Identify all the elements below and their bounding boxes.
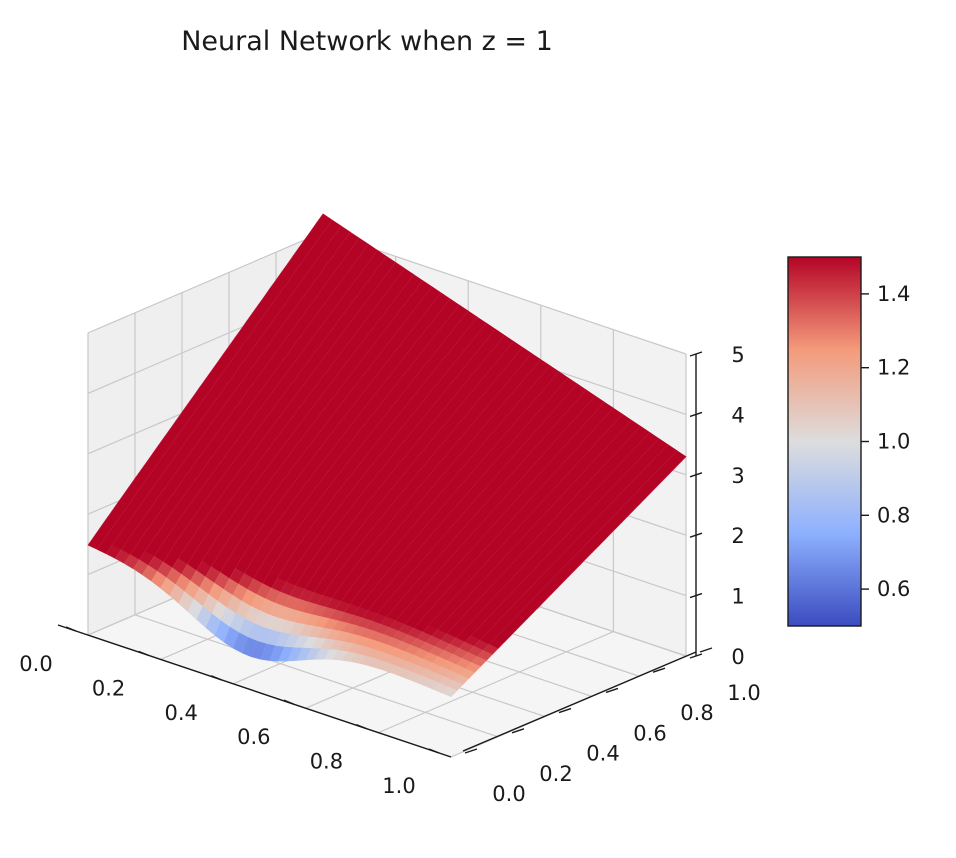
grid-line <box>378 631 614 734</box>
z-tick <box>689 411 703 418</box>
x-tick-label: 0.2 <box>92 676 125 700</box>
surface-wire <box>432 444 668 690</box>
z-tick-label: 4 <box>731 403 744 427</box>
colorbar-tick-label: 1.0 <box>877 430 910 454</box>
surface-wire <box>260 329 496 660</box>
x-tick <box>283 699 295 705</box>
x-tick <box>356 723 367 730</box>
z-tick-label: 2 <box>731 524 744 548</box>
surface-wire <box>323 371 560 660</box>
surface-wire <box>124 238 360 564</box>
surface-wire <box>96 219 333 550</box>
surface-wire <box>414 432 650 682</box>
y-tick <box>652 667 666 673</box>
y-tick-label: 0.0 <box>492 782 525 806</box>
colorbar-tick-label: 0.6 <box>877 577 910 601</box>
colorbar-tick-label: 1.2 <box>877 356 910 380</box>
grid-line <box>322 231 687 355</box>
surface-wire <box>142 250 378 575</box>
z-tick <box>689 592 703 599</box>
x-tick <box>65 626 77 632</box>
surface-wire <box>441 450 678 694</box>
surface-wire <box>341 383 578 661</box>
x-tick-label: 0.6 <box>237 725 270 749</box>
tick-labels: 0.0 0.2 0.4 0.6 0.8 1.0 0.0 0.2 0.4 0.6 0.8 1.0 0 1 2 3… <box>19 343 760 806</box>
surface-wire <box>87 213 324 546</box>
z-tick <box>689 532 703 538</box>
y-tick <box>558 707 572 714</box>
x-tick-label: 0.0 <box>19 652 52 676</box>
surface-wire <box>269 335 505 661</box>
surface-wire <box>160 262 396 589</box>
surface-wire <box>387 414 623 672</box>
surface-wire <box>196 286 433 620</box>
chart-title: Neural Network when z = 1 <box>181 26 553 57</box>
colorbar-tick-label: 0.8 <box>877 503 910 527</box>
x-tick <box>210 675 222 681</box>
surface-wire <box>296 353 532 661</box>
z-tick <box>689 472 703 478</box>
surface-wire <box>332 377 569 660</box>
surface-wire <box>287 347 523 662</box>
surface-wire <box>178 274 414 604</box>
surface-wire <box>360 395 596 664</box>
surface-wire <box>105 225 342 554</box>
y-tick <box>511 728 525 734</box>
y-axis-line <box>462 651 697 752</box>
y-tick <box>605 687 619 694</box>
surface-wire <box>205 292 442 628</box>
x-tick-label: 1.0 <box>382 774 415 798</box>
surface-wire <box>278 341 514 662</box>
y-tick-label: 0.4 <box>586 742 619 766</box>
z-tick <box>689 351 703 357</box>
surface-wire <box>305 359 541 660</box>
surface-wire <box>232 310 469 649</box>
surface-wire <box>350 389 587 662</box>
surface-mesh <box>87 213 687 697</box>
x-tick-label: 0.4 <box>164 701 197 725</box>
surface-wire <box>378 407 614 669</box>
z-tick-label: 0 <box>731 645 744 669</box>
surface-wire <box>396 420 632 675</box>
surface-wire <box>214 298 451 636</box>
surface-wire <box>423 438 659 686</box>
y-tick <box>464 748 478 754</box>
surface-wire <box>187 280 423 612</box>
z-tick-label: 5 <box>731 343 744 367</box>
surface-wire <box>169 268 405 596</box>
surface-patch <box>441 686 458 697</box>
y-tick <box>699 647 713 653</box>
surface-wire <box>114 231 351 559</box>
y-tick-label: 0.2 <box>539 762 572 786</box>
z-tick-label: 1 <box>731 585 744 609</box>
x-tick <box>428 748 440 754</box>
grid-line <box>87 231 324 334</box>
surface-wire <box>242 316 478 654</box>
surface-wire <box>251 323 487 657</box>
x-tick <box>138 650 149 657</box>
surface-wire <box>405 426 641 679</box>
y-tick-label: 0.8 <box>680 701 713 725</box>
colorbar-gradient <box>787 256 862 627</box>
grid-line <box>134 614 499 738</box>
z-tick-label: 3 <box>731 464 744 488</box>
colorbar-tick-label: 1.4 <box>877 282 910 306</box>
axis-lines <box>57 351 713 758</box>
surface-wire <box>369 401 605 666</box>
surface-wire <box>133 244 369 569</box>
surface-wire <box>151 256 387 582</box>
x-tick-label: 0.8 <box>310 750 343 774</box>
y-tick-label: 1.0 <box>727 681 760 705</box>
x-axis-line <box>57 624 452 758</box>
y-tick-label: 0.6 <box>633 721 666 745</box>
surface-wire <box>314 365 551 660</box>
surface-wire <box>450 456 687 697</box>
z-tick <box>689 653 703 659</box>
surface-wire <box>223 304 460 643</box>
colorbar: 0.6 0.8 1.0 1.2 1.4 <box>787 256 910 627</box>
